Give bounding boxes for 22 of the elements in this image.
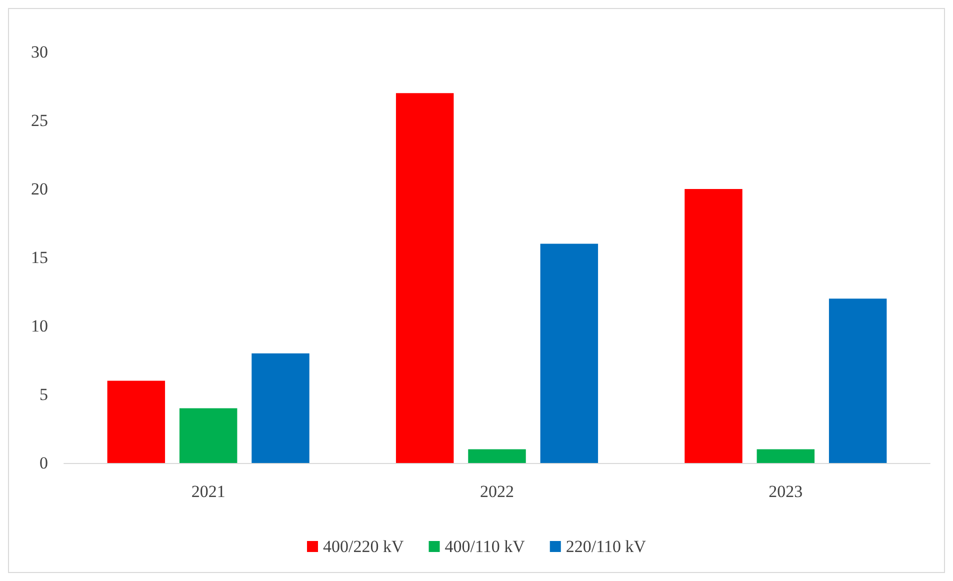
bar bbox=[756, 449, 815, 463]
bar bbox=[252, 353, 310, 463]
y-tick-label: 0 bbox=[40, 454, 48, 472]
legend-label: 400/220 kV bbox=[323, 537, 404, 556]
x-tick-label: 2021 bbox=[191, 482, 226, 501]
bar bbox=[179, 408, 238, 463]
x-tick-label: 2022 bbox=[480, 482, 514, 501]
legend-label: 220/110 kV bbox=[566, 537, 647, 556]
bar bbox=[468, 449, 526, 463]
x-tick-label: 2023 bbox=[768, 482, 803, 501]
y-tick-label: 15 bbox=[31, 248, 48, 267]
bar bbox=[107, 380, 166, 463]
y-tick-label: 30 bbox=[31, 42, 48, 62]
legend-label: 400/110 kV bbox=[444, 537, 526, 556]
bar bbox=[828, 298, 887, 463]
bar bbox=[684, 189, 742, 463]
y-tick-label: 25 bbox=[31, 111, 48, 130]
y-tick-label: 20 bbox=[31, 180, 48, 198]
y-tick-label: 5 bbox=[40, 385, 48, 404]
bar bbox=[396, 93, 454, 463]
y-tick-label: 10 bbox=[31, 316, 48, 336]
bar bbox=[540, 244, 598, 463]
